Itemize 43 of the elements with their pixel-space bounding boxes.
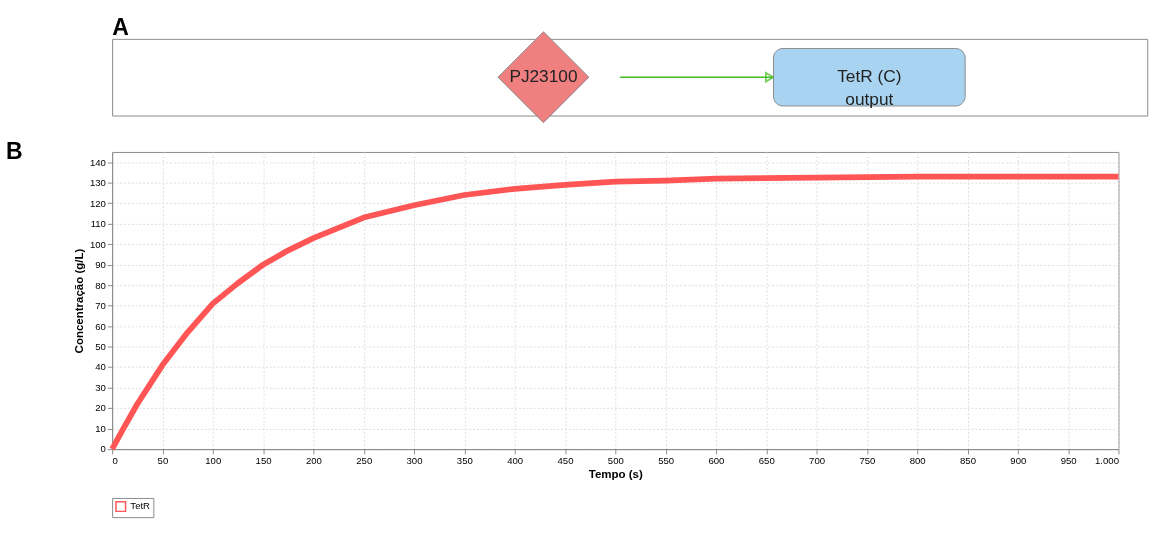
y-tick-label: 30 bbox=[95, 381, 106, 393]
x-tick-label: 250 bbox=[356, 454, 373, 466]
x-tick-label: 50 bbox=[157, 454, 169, 466]
x-tick-label: 600 bbox=[708, 454, 725, 466]
y-tick-label: 20 bbox=[95, 402, 106, 414]
x-tick-label: 1.000 bbox=[1095, 454, 1119, 466]
x-tick-label: 350 bbox=[456, 454, 473, 466]
legend-label: TetR bbox=[130, 500, 151, 512]
y-tick-label: 140 bbox=[89, 156, 106, 168]
y-tick-label: 80 bbox=[95, 279, 106, 291]
text: PJ23100 bbox=[509, 66, 578, 87]
x-tick-label: 650 bbox=[758, 454, 775, 466]
x-tick-label: 750 bbox=[859, 454, 876, 466]
y-tick-label: 130 bbox=[89, 177, 106, 189]
x-tick-label: 550 bbox=[658, 454, 675, 466]
y-tick-label: 70 bbox=[95, 300, 106, 312]
x-tick-label: 700 bbox=[809, 454, 826, 466]
x-axis-title: Tempo (s) bbox=[588, 468, 644, 481]
x-tick-label: 850 bbox=[960, 454, 977, 466]
x-tick-label: 800 bbox=[909, 454, 926, 466]
chart-title: B bbox=[6, 137, 23, 164]
y-axis-title: Concentração (g/L) bbox=[73, 248, 86, 354]
x-tick-label: 200 bbox=[305, 454, 322, 466]
y-tick-label: 100 bbox=[89, 238, 106, 250]
x-tick-label: 900 bbox=[1010, 454, 1027, 466]
x-tick-label: 100 bbox=[205, 454, 222, 466]
y-tick-label: 10 bbox=[95, 422, 106, 434]
y-tick-label: 50 bbox=[95, 341, 106, 352]
x-tick-label: 400 bbox=[507, 454, 524, 466]
y-tick-label: 90 bbox=[95, 259, 106, 271]
y-tick-label: 40 bbox=[95, 361, 106, 373]
y-tick-label: 110 bbox=[90, 218, 106, 230]
y-tick-label: 120 bbox=[89, 197, 106, 209]
text: TetR (C) output bbox=[837, 66, 902, 110]
text: A bbox=[112, 13, 129, 40]
x-tick-label: 300 bbox=[406, 454, 423, 466]
x-tick-label: 150 bbox=[255, 454, 272, 466]
x-tick-label: 450 bbox=[557, 454, 574, 466]
x-tick-label: 500 bbox=[607, 454, 624, 466]
x-tick-label: 950 bbox=[1060, 454, 1077, 466]
x-tick-label: 0 bbox=[112, 454, 118, 466]
y-tick-label: 60 bbox=[95, 320, 106, 332]
y-tick-label: 0 bbox=[100, 443, 106, 455]
